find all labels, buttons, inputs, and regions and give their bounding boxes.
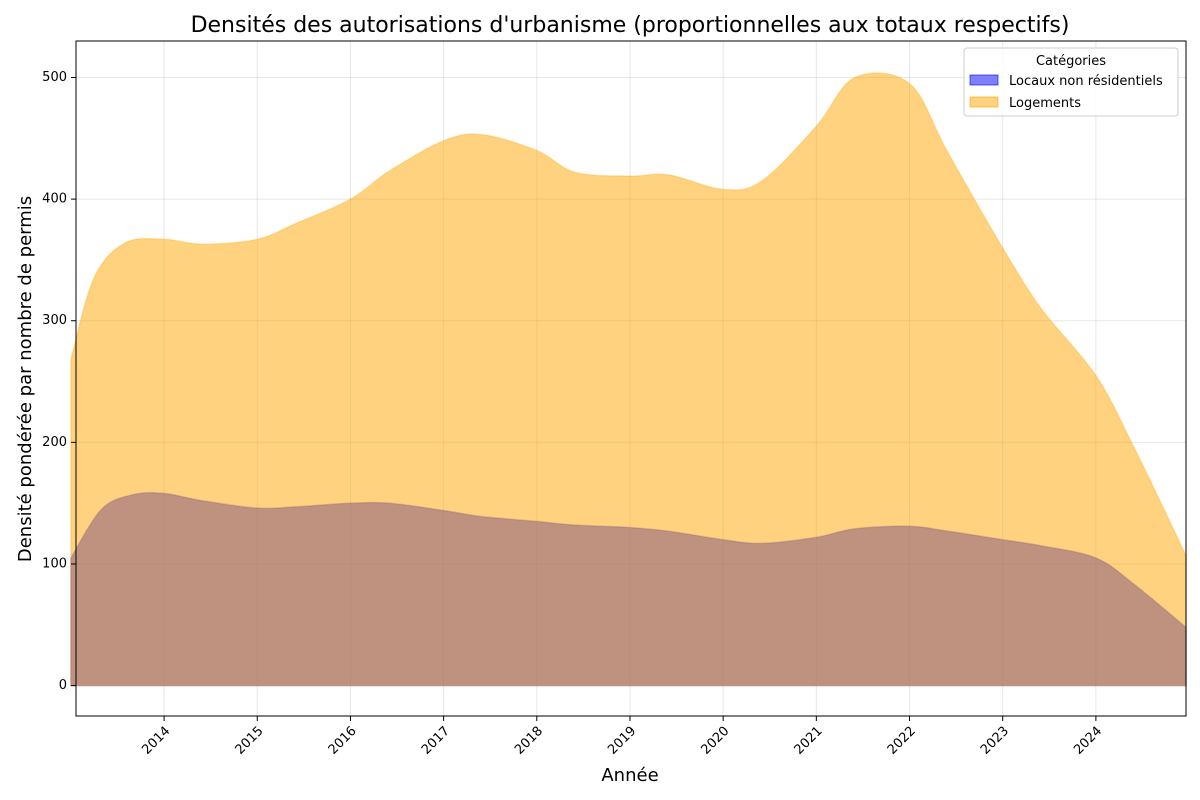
legend-swatch-locaux <box>969 74 999 86</box>
legend-swatch-logements <box>969 96 999 108</box>
chart-title: Densités des autorisations d'urbanisme (… <box>191 13 1070 38</box>
area-logements <box>70 72 1187 687</box>
y-tick-label: 200 <box>42 435 67 450</box>
y-tick-label: 0 <box>59 678 67 693</box>
y-tick-label: 300 <box>42 313 67 328</box>
legend-box <box>963 47 1179 117</box>
legend-title: Catégories <box>1036 54 1106 69</box>
y-axis-title: Densité pondérée par nombre de permis <box>15 196 36 562</box>
plot-areas <box>70 72 1187 687</box>
plot-frame <box>75 40 1187 717</box>
y-axis: 0 100 200 300 400 500 <box>42 70 76 693</box>
y-tick-label: 400 <box>42 192 67 207</box>
legend-label-logements: Logements <box>1009 96 1081 111</box>
y-tick-label: 100 <box>42 556 67 571</box>
legend-label-locaux: Locaux non résidentiels <box>1009 74 1163 89</box>
legend: Catégories Locaux non résidentiels Logem… <box>963 47 1179 117</box>
x-axis-title: Année <box>601 765 658 786</box>
y-tick-label: 500 <box>42 70 67 85</box>
